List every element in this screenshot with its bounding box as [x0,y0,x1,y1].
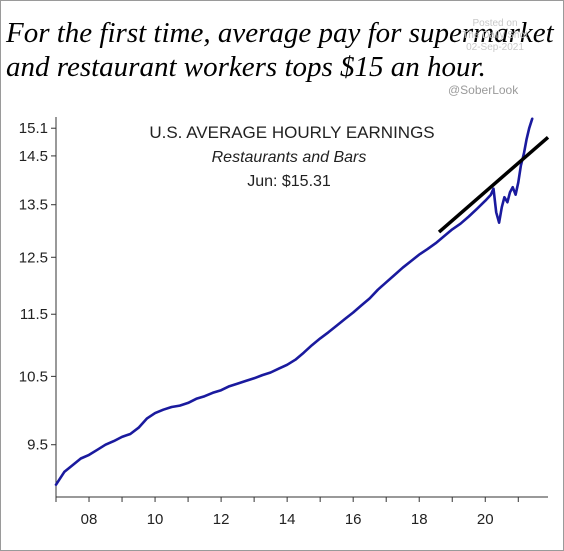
earnings-series-line [54,117,534,487]
chart-title: U.S. AVERAGE HOURLY EARNINGS [149,123,434,142]
watermark-line-2: The Daily Shot [462,30,528,41]
chart-annotation: Jun: $15.31 [247,173,331,190]
y-tick-label: 14.5 [19,148,48,165]
x-tick-label: 16 [345,511,362,528]
trend-line [437,136,550,234]
y-tick-label: 12.5 [19,249,48,266]
watermark-line-1: Posted on [472,18,518,29]
x-axis-ticks: 08 10 12 14 16 18 20 [55,497,519,528]
x-tick-label: 18 [411,511,428,528]
y-tick-label: 15.1 [19,120,48,137]
x-tick-label: 14 [279,511,296,528]
y-tick-label: 11.5 [20,306,48,323]
y-tick-label: 9.5 [27,437,48,454]
y-tick-label: 10.5 [19,368,48,385]
watermark-line-3: 02-Sep-2021 [466,42,524,53]
y-axis-ticks: 9.5 10.5 11.5 12.5 13.5 14.5 15.1 [19,120,56,454]
headline-line-2: and restaurant workers tops $15 an hour. [6,51,486,83]
headline: For the first time, average pay for supe… [6,16,562,84]
y-tick-label: 13.5 [19,197,48,214]
x-tick-label: 10 [147,511,164,528]
author-handle: @SoberLook [448,83,519,97]
headline-line-1: For the first time, average pay for supe… [6,17,554,49]
chart-subtitle: Restaurants and Bars [212,149,367,166]
chart-axes [55,117,548,498]
series-group [54,117,550,487]
x-tick-label: 12 [213,511,230,528]
x-tick-label: 08 [81,511,98,528]
watermark: Posted on The Daily Shot 02-Sep-2021 [430,18,560,54]
x-tick-label: 20 [477,511,494,528]
